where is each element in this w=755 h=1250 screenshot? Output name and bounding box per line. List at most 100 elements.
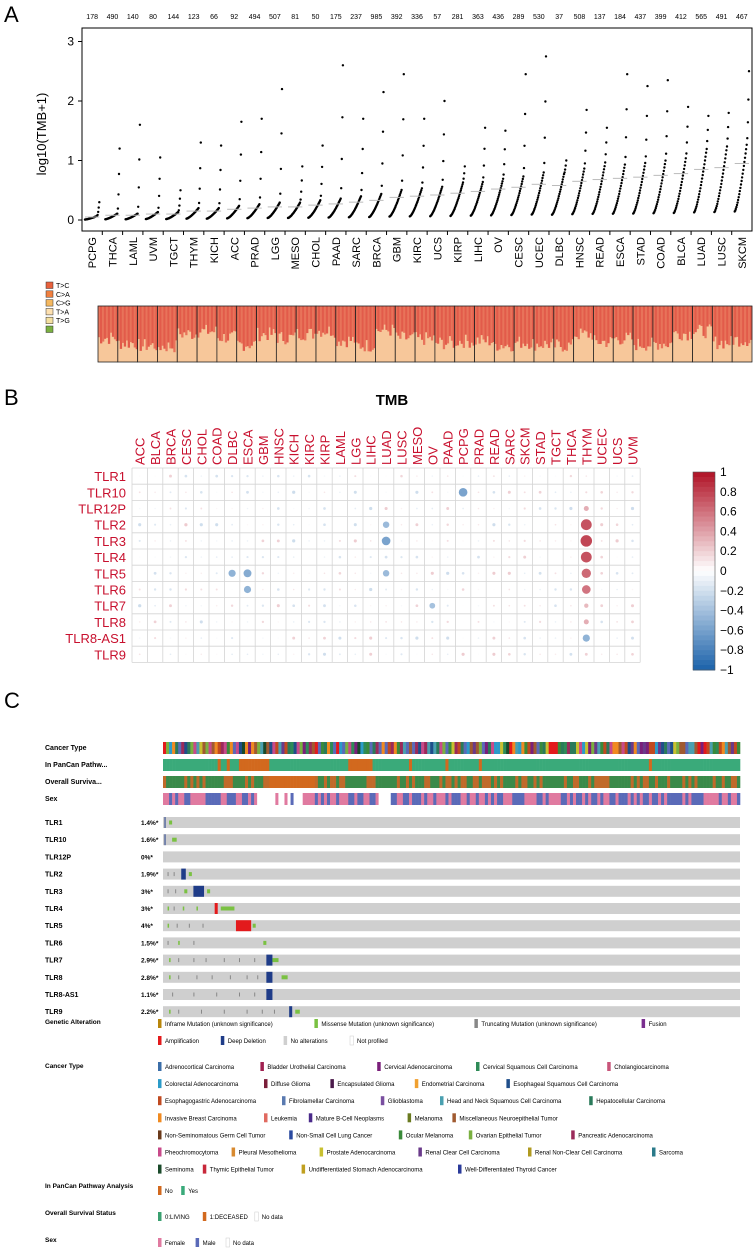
- spectrum-stripe: [579, 306, 582, 329]
- cancer-type-cell: [311, 742, 316, 754]
- spectrum-stripe: [462, 306, 465, 348]
- gene-label: TLR8: [45, 975, 63, 982]
- alteration-percent: 3%*: [141, 906, 153, 913]
- pathway-cell: [405, 759, 410, 771]
- spectrum-stripe: [468, 306, 471, 348]
- tmb-point: [137, 205, 140, 208]
- spectrum-stripe: [670, 306, 673, 343]
- survival-cell: [627, 776, 631, 788]
- spectrum-stripe: [258, 306, 261, 342]
- legend-title: Sex: [45, 1237, 57, 1244]
- spectrum-stripe: [211, 306, 214, 332]
- pathway-cell: [487, 759, 492, 771]
- spectrum-stripe: [488, 306, 491, 346]
- pathway-cell: [366, 759, 370, 771]
- tmb-point: [695, 203, 699, 206]
- correlation-circle: [431, 491, 434, 494]
- tmb-point: [685, 152, 688, 155]
- tmb-point: [659, 188, 662, 191]
- survival-cell: [721, 776, 726, 788]
- tmb-point: [420, 187, 424, 190]
- pathway-cell: [466, 759, 471, 771]
- survival-cell: [396, 776, 401, 788]
- sex-cell: [418, 793, 422, 805]
- spectrum-stripe: [682, 306, 685, 334]
- correlation-circle: [400, 604, 403, 607]
- correlation-circle: [246, 556, 249, 559]
- sex-cell: [733, 793, 738, 805]
- tmb-point: [573, 206, 577, 210]
- column-label: SKCM: [518, 427, 533, 465]
- tmb-point: [239, 179, 242, 182]
- tmb-point: [137, 186, 140, 189]
- survival-cell: [506, 776, 510, 788]
- sex-cell: [597, 793, 601, 805]
- truncating-mark: [178, 975, 180, 980]
- correlation-circle: [507, 571, 511, 575]
- survival-cell: [421, 776, 425, 788]
- spectrum-stripe: [121, 306, 125, 343]
- sex-cell: [193, 793, 197, 805]
- spectrum-stripe: [306, 306, 309, 334]
- survival-cell: [257, 776, 261, 788]
- spectrum-stripe: [543, 306, 547, 341]
- color-scale-step: [693, 635, 715, 641]
- correlation-circle: [138, 653, 141, 656]
- correlation-circle: [477, 540, 480, 542]
- legend-swatch: [476, 1062, 480, 1071]
- pathway-cell: [536, 759, 540, 771]
- spectrum-stripe: [155, 306, 158, 351]
- legend-swatch: [158, 1186, 162, 1195]
- sample-count: 392: [391, 14, 403, 21]
- missense-mark: [169, 1009, 171, 1014]
- spectrum-stripe: [232, 306, 236, 331]
- survival-cell: [639, 776, 644, 788]
- survival-cell: [238, 776, 243, 788]
- correlation-circle: [200, 604, 203, 607]
- legend-item: Not profiled: [357, 1039, 388, 1045]
- correlation-circle: [385, 653, 387, 656]
- column-label: OV: [425, 446, 440, 465]
- correlation-circle: [539, 637, 541, 639]
- truncating-mark: [173, 872, 175, 877]
- tmb-point: [540, 179, 544, 182]
- spectrum-stripe: [149, 306, 152, 345]
- tmb-point: [520, 182, 523, 186]
- spectrum-stripe: [436, 306, 440, 344]
- tmb-point: [721, 172, 725, 175]
- tmb-point: [441, 185, 444, 188]
- tmb-point: [699, 183, 703, 187]
- spectrum-stripe: [209, 306, 212, 333]
- spectrum-stripe: [228, 306, 232, 334]
- correlation-circle: [230, 604, 234, 607]
- spectrum-stripe: [654, 306, 658, 343]
- sex-cell: [712, 793, 717, 805]
- sex-cell: [211, 793, 215, 805]
- column-label: HNSC: [271, 428, 286, 465]
- tmb-point: [645, 114, 649, 118]
- pathway-cell: [178, 759, 182, 771]
- cancer-type-cell: [241, 742, 246, 754]
- column-label: LUSC: [395, 430, 410, 465]
- spectrum-stripe: [510, 306, 513, 352]
- spectrum-stripe: [220, 306, 224, 342]
- spectrum-stripe: [516, 306, 519, 342]
- cancer-type-cell: [405, 742, 410, 754]
- pathway-cell: [241, 759, 246, 771]
- column-label: LIHC: [364, 435, 379, 465]
- pathway-cell: [454, 759, 458, 771]
- sex-cell: [639, 793, 644, 805]
- cancer-type-cell: [670, 742, 674, 754]
- cancer-type-cell: [700, 742, 704, 754]
- tmb-point: [418, 192, 422, 195]
- tmb-point: [362, 117, 365, 121]
- cancer-label: TGCT: [168, 237, 180, 267]
- cancer-type-cell: [172, 742, 176, 754]
- spectrum-stripe: [615, 306, 618, 338]
- legend-item: No alterations: [291, 1039, 328, 1045]
- tmb-point: [622, 169, 625, 173]
- sex-cell: [718, 793, 723, 805]
- correlation-circle: [246, 474, 249, 478]
- spectrum-stripe: [288, 306, 291, 335]
- survival-cell: [339, 776, 343, 788]
